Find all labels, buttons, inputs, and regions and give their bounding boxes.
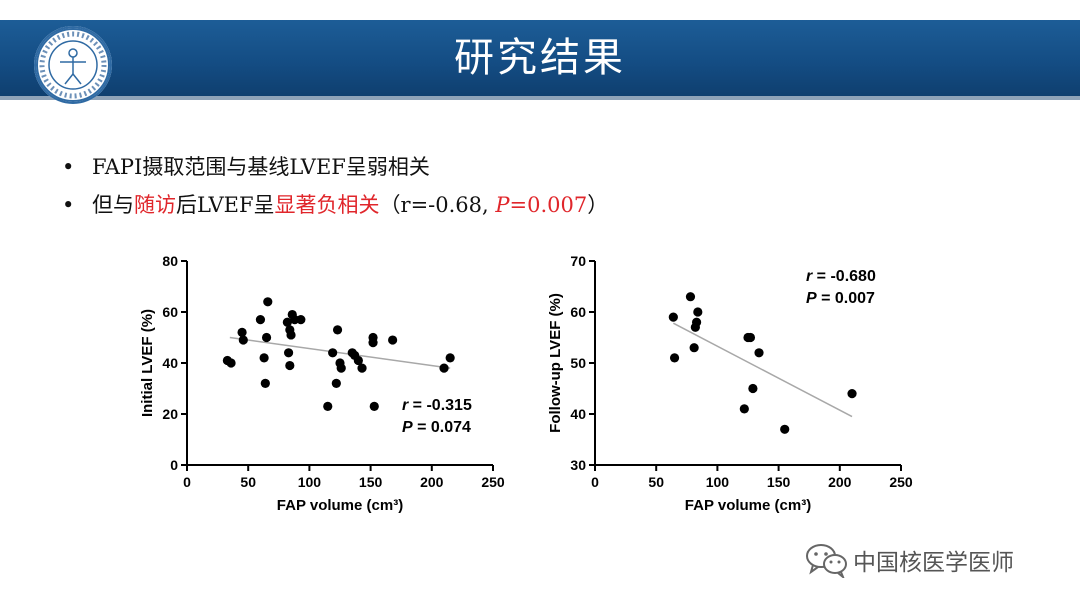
data-point [369, 401, 379, 411]
data-point [669, 353, 680, 363]
r-label: r [402, 397, 409, 414]
bullet-text-2h: ） [587, 193, 609, 217]
y-tick-label: 30 [570, 457, 586, 473]
x-tick-label: 0 [591, 474, 599, 490]
data-point [388, 335, 398, 345]
data-point [336, 363, 346, 373]
data-point [689, 343, 699, 353]
data-point [685, 292, 696, 302]
x-tick-label: 100 [706, 474, 730, 490]
data-point [261, 332, 272, 343]
r-annotation: r = -0.680 [806, 268, 876, 285]
x-axis-label: FAP volume (cm³) [277, 497, 403, 514]
p-value: = 0.007 [817, 290, 875, 307]
data-point [332, 325, 343, 335]
data-point [745, 332, 756, 343]
y-tick-label: 40 [162, 355, 178, 371]
data-point [296, 315, 306, 325]
y-axis-label: Follow-up LVEF (%) [547, 293, 564, 433]
data-point [237, 327, 247, 337]
p-label: P [806, 290, 817, 307]
data-point [323, 401, 333, 411]
data-point [668, 312, 678, 322]
y-tick-label: 80 [162, 253, 178, 269]
x-tick-label: 250 [481, 474, 505, 490]
x-tick-label: 0 [183, 474, 191, 490]
p-annotation: P = 0.074 [402, 419, 471, 436]
followup-lvef-scatter-chart: 30 40 50 60 70 0 50 100 150 200 250 FAP volume (cm³… [547, 253, 913, 514]
x-tick-label: 200 [420, 474, 444, 490]
r-annotation: r = -0.315 [402, 397, 472, 414]
bullet-text-2e: （r=-0.68, [379, 193, 496, 217]
data-point [328, 348, 338, 358]
bullet-highlight-correlation: 显著负相关 [274, 193, 380, 217]
data-point [282, 317, 292, 327]
bullet-item-1: • FAPI摄取范围与基线LVEF呈弱相关 [62, 151, 430, 181]
watermark-text: 中国核医学医师 [853, 550, 1014, 576]
hospital-emblem-logo [34, 26, 112, 104]
title-banner: 研究结果 [0, 20, 1080, 104]
y-tick-label: 60 [162, 304, 178, 320]
p-label: P [402, 419, 413, 436]
data-point [263, 297, 273, 307]
y-tick-label: 50 [570, 355, 586, 371]
bullet-text-1: FAPI摄取范围与基线LVEF呈弱相关 [92, 155, 430, 179]
initial-lvef-scatter-chart: 0 20 40 60 80 0 50 100 150 200 250 FAP volume (cm³)… [139, 253, 505, 514]
y-tick-label: 40 [570, 406, 586, 422]
data-point [238, 335, 248, 345]
bullet-dot: • [62, 193, 75, 217]
bullet-dot: • [62, 155, 75, 179]
x-axis-label: FAP volume (cm³) [685, 497, 811, 514]
data-point [260, 378, 270, 388]
bullet-item-2: • 但与随访后LVEF呈显著负相关（r=-0.68, P=0.007） [62, 189, 608, 219]
data-point [739, 404, 749, 414]
data-point [331, 378, 341, 388]
wechat-watermark: 中国核医学医师 [805, 540, 1014, 580]
x-tick-label: 150 [359, 474, 383, 490]
data-point [748, 383, 758, 394]
y-tick-label: 70 [570, 253, 586, 269]
y-tick-label: 0 [170, 457, 178, 473]
data-point [780, 424, 790, 434]
r-value: = -0.315 [408, 397, 472, 414]
bullet-text-2a: 但与 [92, 193, 134, 217]
bullet-text-2c: 后LVEF呈 [176, 193, 275, 217]
x-tick-label: 100 [298, 474, 322, 490]
r-value: = -0.680 [812, 268, 876, 285]
wechat-icon [806, 544, 847, 578]
data-point [357, 363, 367, 373]
y-axis-label: Initial LVEF (%) [139, 309, 156, 417]
data-point [439, 363, 449, 373]
data-point [693, 307, 703, 317]
data-point [255, 315, 266, 325]
x-tick-label: 200 [828, 474, 852, 490]
x-tick-label: 150 [767, 474, 791, 490]
x-tick-label: 50 [648, 474, 664, 490]
bullet-highlight-followup: 随访 [134, 193, 176, 217]
data-point [283, 348, 294, 358]
page-title: 研究结果 [454, 35, 626, 81]
regression-line [229, 336, 451, 369]
y-tick-label: 60 [570, 304, 586, 320]
x-tick-label: 50 [240, 474, 256, 490]
bullet-p-value: =0.007 [509, 193, 588, 217]
data-point [285, 360, 295, 371]
p-value: = 0.074 [413, 419, 471, 436]
regression-line [672, 322, 853, 418]
data-point [691, 317, 702, 327]
x-tick-label: 250 [889, 474, 913, 490]
bullet-p-label: P [495, 193, 510, 217]
data-point [368, 338, 378, 348]
data-point [353, 355, 363, 366]
r-label: r [806, 268, 813, 285]
y-tick-label: 20 [162, 406, 178, 422]
data-point [286, 330, 296, 340]
data-point [754, 348, 764, 358]
p-annotation: P = 0.007 [806, 290, 875, 307]
data-point [226, 358, 236, 368]
data-point [445, 353, 455, 363]
data-point [847, 389, 857, 399]
data-point [259, 353, 269, 363]
